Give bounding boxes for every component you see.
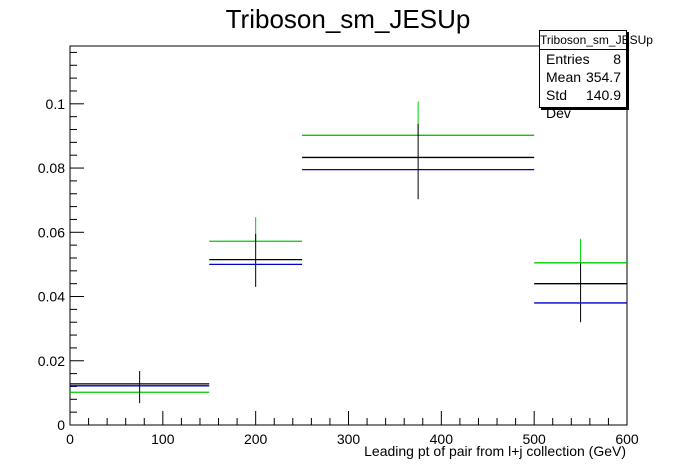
x-tick-label: 600 bbox=[615, 431, 639, 447]
x-tick-label: 200 bbox=[244, 431, 268, 447]
y-tick-label: 0.04 bbox=[38, 289, 65, 305]
stats-mean-row: Mean 354.7 bbox=[540, 68, 626, 86]
stats-stddev-label: Std Dev bbox=[546, 87, 571, 121]
x-tick-label: 0 bbox=[66, 431, 74, 447]
x-axis-label: Leading pt of pair from l+j collection (… bbox=[364, 443, 626, 459]
y-tick-label: 0.06 bbox=[38, 224, 65, 240]
y-tick-label: 0.1 bbox=[46, 96, 66, 112]
stats-box: Triboson_sm_JESUp Entries 8 Mean 354.7 S… bbox=[539, 30, 653, 121]
stats-entries-row: Entries 8 bbox=[540, 50, 626, 68]
x-tick-label: 400 bbox=[430, 431, 454, 447]
stats-stddev-value: 140.9 bbox=[585, 87, 621, 103]
y-tick-label: 0 bbox=[57, 417, 65, 433]
x-tick-label: 300 bbox=[337, 431, 361, 447]
x-tick-label: 100 bbox=[151, 431, 175, 447]
y-tick-label: 0.02 bbox=[38, 353, 65, 369]
stats-mean-value: 354.7 bbox=[585, 69, 621, 85]
stats-entries-value: 8 bbox=[613, 51, 621, 67]
stats-box-title: Triboson_sm_JESUp bbox=[540, 31, 653, 50]
stats-mean-label: Mean bbox=[546, 69, 582, 85]
y-tick-label: 0.08 bbox=[38, 160, 65, 176]
x-tick-label: 500 bbox=[522, 431, 546, 447]
stats-stddev-row: Std Dev 140.9 bbox=[540, 86, 626, 121]
stats-entries-label: Entries bbox=[546, 51, 590, 67]
chart-title: Triboson_sm_JESUp bbox=[225, 4, 471, 34]
